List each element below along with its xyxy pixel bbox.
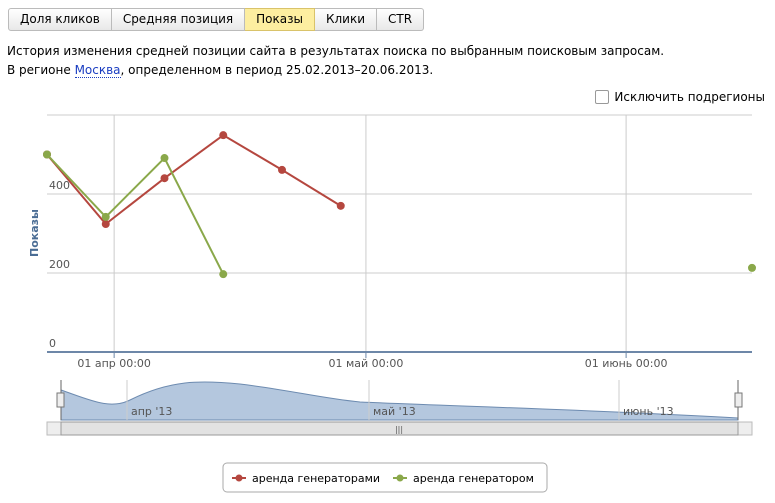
- checkbox-box[interactable]: [595, 90, 610, 104]
- description-line: История изменения средней позиции сайта …: [7, 44, 665, 58]
- legend-swatch: [235, 474, 243, 482]
- point: [101, 212, 110, 221]
- scrollbar-thumb[interactable]: [60, 421, 739, 436]
- point: [160, 174, 169, 183]
- checkbox-label: Исключить подрегионы: [614, 90, 765, 104]
- point: [160, 154, 169, 163]
- point: [278, 165, 286, 174]
- x-tick-label: 01 июнь 00:00: [585, 357, 668, 370]
- point: [219, 131, 228, 140]
- navigator-label: май '13: [373, 405, 416, 418]
- navigator-handle[interactable]: [56, 392, 65, 408]
- tab-active[interactable]: Показы: [245, 8, 315, 31]
- point: [336, 201, 345, 210]
- text: В регионе: [7, 63, 71, 77]
- description-line: В регионе Москва, определенном в период …: [7, 61, 664, 80]
- tab[interactable]: Доля кликов: [8, 8, 112, 31]
- legend-label[interactable]: аренда генераторами: [252, 472, 380, 485]
- description: История изменения средней позиции сайта …: [7, 42, 664, 80]
- x-tick-label: 01 май 00:00: [328, 357, 403, 370]
- series-line: [47, 155, 752, 275]
- legend-label[interactable]: аренда генератором: [413, 472, 534, 485]
- text: , определенном в период 25.02.2013–20.06…: [120, 63, 434, 77]
- point: [101, 220, 110, 229]
- y-axis-label: Показы: [28, 209, 41, 257]
- point: [43, 150, 51, 159]
- navigator-area: [60, 381, 739, 421]
- region-link[interactable]: Москва: [74, 63, 121, 78]
- legend: [222, 462, 548, 493]
- point: [748, 263, 756, 272]
- navigator-handle[interactable]: [734, 392, 743, 408]
- scrollbar-grip: |||: [395, 425, 403, 434]
- tab[interactable]: Средняя позиция: [111, 8, 246, 31]
- y-tick-label: 0: [49, 337, 56, 350]
- legend-swatch: [396, 474, 404, 482]
- navigator-label: июнь '13: [623, 405, 674, 418]
- tab-bar: Доля кликов Средняя позиция Показы Клики…: [8, 8, 425, 31]
- point: [219, 270, 228, 279]
- tab[interactable]: Клики: [314, 8, 378, 31]
- x-tick-label: 01 апр 00:00: [77, 357, 151, 370]
- series-line: [46, 133, 342, 226]
- y-tick-label: 200: [49, 258, 70, 271]
- y-tick-label: 400: [49, 179, 70, 192]
- navigator-label: апр '13: [131, 405, 172, 418]
- tab[interactable]: CTR: [377, 8, 425, 31]
- checkbox[interactable]: Исключить подрегионы: [595, 90, 765, 104]
